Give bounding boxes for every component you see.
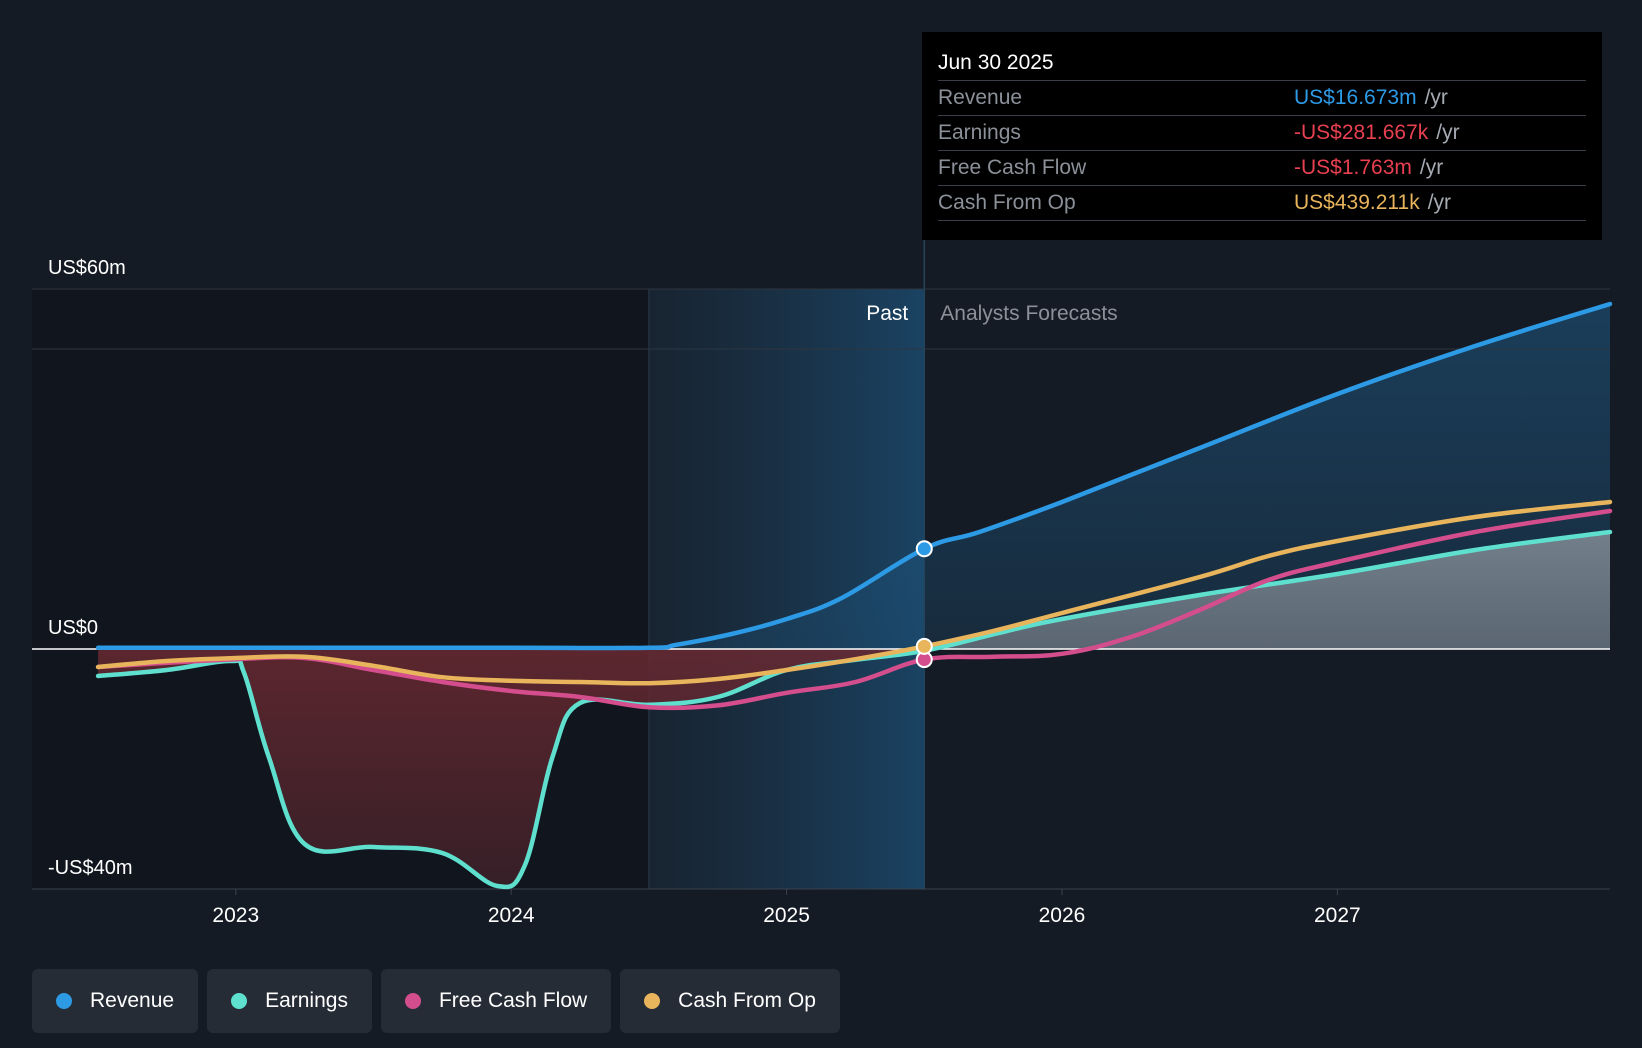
- legend-item-earnings[interactable]: Earnings: [207, 969, 372, 1033]
- tooltip-unit: /yr: [1424, 86, 1448, 109]
- tooltip-unit: /yr: [1427, 191, 1452, 214]
- tooltip-date: Jun 30 2025: [938, 46, 1586, 81]
- legend-dot-icon: [404, 993, 421, 1009]
- x-tick-label: 2024: [488, 904, 535, 927]
- legend-dot-icon: [644, 993, 661, 1009]
- highlight-point-revenue: [915, 540, 933, 558]
- legend-label: Cash From Op: [678, 989, 816, 1012]
- legend-label: Earnings: [265, 989, 348, 1012]
- tooltip-row-revenue: Revenue US$16.673m /yr: [938, 81, 1586, 116]
- highlight-point-cash-from-op: [915, 637, 933, 655]
- tooltip-label: Cash From Op: [938, 191, 1076, 214]
- series-line-cash-from-op: [95, 499, 1613, 686]
- tooltip-value: -US$1.763m: [1294, 156, 1412, 179]
- earnings-negative-area: [98, 649, 1610, 887]
- tooltip-unit: /yr: [1436, 121, 1460, 144]
- tooltip-value: -US$281.667k: [1294, 121, 1429, 144]
- legend-label: Revenue: [90, 989, 175, 1012]
- tooltip-label: Free Cash Flow: [938, 156, 1087, 179]
- earnings-positive-area: [98, 532, 1610, 649]
- legend-dot-icon: [231, 993, 248, 1009]
- y-tick-label: US$60m: [48, 257, 126, 279]
- y-tick-label: US$0: [48, 617, 98, 639]
- x-tick-label: 2023: [212, 904, 259, 927]
- legend-item-cash-from-op[interactable]: Cash From Op: [620, 969, 840, 1033]
- legend: Revenue Earnings Free Cash Flow Cash Fro…: [32, 969, 840, 1033]
- legend-label: Free Cash Flow: [438, 989, 588, 1012]
- legend-item-free-cash-flow[interactable]: Free Cash Flow: [380, 969, 612, 1033]
- legend-item-revenue[interactable]: Revenue: [32, 969, 199, 1033]
- forecast-label: Analysts Forecasts: [940, 302, 1117, 325]
- x-tick-label: 2027: [1314, 904, 1361, 927]
- legend-dot-icon: [56, 993, 72, 1009]
- tooltip-value: US$16.673m: [1294, 86, 1417, 109]
- tooltip-label: Earnings: [938, 121, 1021, 144]
- y-tick-label: -US$40m: [48, 857, 132, 879]
- tooltip-row-free-cash-flow: Free Cash Flow -US$1.763m /yr: [938, 151, 1586, 186]
- tooltip: Jun 30 2025 Revenue US$16.673m /yr Earni…: [922, 32, 1602, 240]
- x-tick-label: 2026: [1039, 904, 1086, 927]
- series-line-revenue: [95, 301, 1613, 651]
- past-label: Past: [866, 302, 908, 325]
- x-tick-label: 2025: [763, 904, 810, 927]
- tooltip-row-cash-from-op: Cash From Op US$439.211k /yr: [938, 186, 1586, 221]
- tooltip-unit: /yr: [1419, 156, 1444, 179]
- revenue-area: [98, 304, 1610, 649]
- tooltip-value: US$439.211k: [1294, 191, 1420, 214]
- tooltip-label: Revenue: [938, 86, 1023, 109]
- tooltip-row-earnings: Earnings -US$281.667k /yr: [938, 116, 1586, 151]
